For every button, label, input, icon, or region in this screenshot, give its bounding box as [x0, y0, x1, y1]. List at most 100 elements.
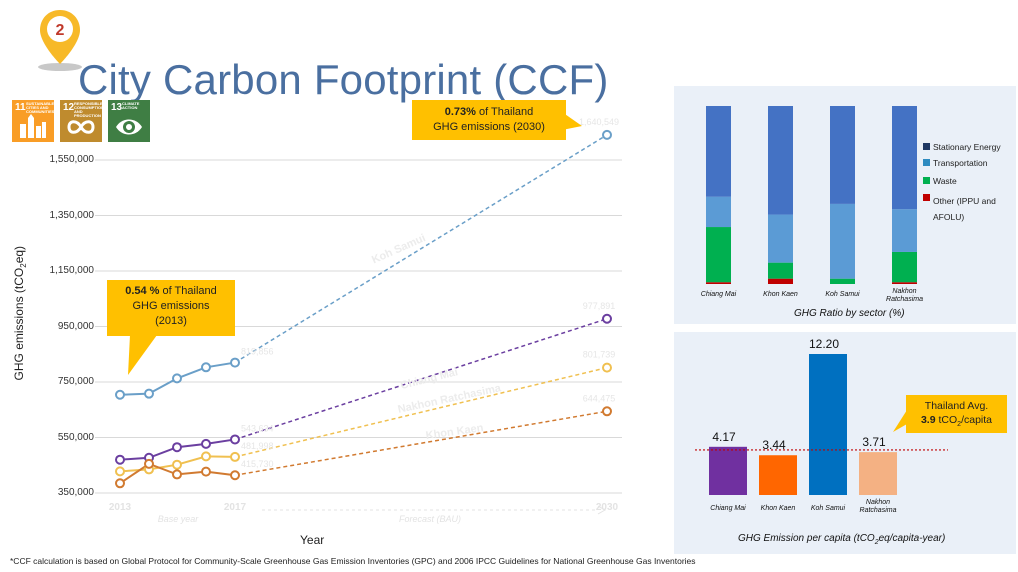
sdg-13-badge: 13 CLIMATE ACTION	[108, 100, 150, 142]
series-mid-label: 819,856	[241, 347, 274, 357]
forecast-label: Forecast (BAU)	[399, 514, 461, 524]
y-tick-label: 1,550,000	[49, 154, 95, 165]
infinity-icon	[67, 120, 95, 134]
stack-segment	[892, 282, 917, 284]
series-end-label: 1,640,549	[579, 117, 619, 127]
y-tick-label: 750,000	[57, 376, 94, 387]
stack-segment	[768, 106, 793, 215]
data-point	[230, 434, 240, 445]
data-point	[602, 129, 612, 140]
data-point	[115, 466, 125, 477]
callout-2013-pointer	[128, 335, 157, 375]
x-tick-label: 2017	[224, 502, 247, 513]
stack-segment	[830, 203, 855, 279]
data-point	[602, 362, 612, 373]
footnote: *CCF calculation is based on Global Prot…	[10, 556, 696, 566]
capita-value-label: 4.17	[712, 430, 736, 444]
stack-segment	[830, 278, 855, 284]
capita-bar	[809, 354, 847, 495]
data-point	[201, 466, 211, 477]
data-point	[172, 469, 182, 480]
stack-segment	[768, 262, 793, 279]
per-capita-caption: GHG Emission per capita (tCO2eq/capita-y…	[738, 533, 946, 546]
sdg-label: SUSTAINABLE CITIES AND COMMUNITIES	[26, 101, 55, 114]
legend-item: Transportation	[923, 158, 988, 168]
location-pin-icon: 2	[38, 10, 82, 71]
base-year-label: Base year	[158, 514, 200, 524]
legend-swatch	[923, 177, 930, 184]
thailand-avg-callout: Thailand Avg. 3.9 tCO2/capita	[906, 395, 1007, 433]
legend-label: Transportation	[933, 158, 988, 168]
y-tick-label: 550,000	[57, 431, 94, 443]
stack-segment	[892, 251, 917, 283]
x-tick-label: 2030	[596, 502, 619, 513]
legend-item: Stationary Energy	[923, 142, 1001, 152]
capita-value-label: 12.20	[809, 337, 839, 351]
city-icon	[20, 114, 46, 138]
y-tick-label: 950,000	[57, 320, 94, 332]
capita-category-label: Koh Samui	[810, 505, 846, 512]
data-point	[230, 451, 240, 462]
capita-bar	[709, 446, 747, 495]
stack-segment	[706, 282, 731, 284]
data-point	[115, 389, 125, 400]
sdg-12-badge: 12 RESPONSIBLE CONSUMPTION AND PRODUCTIO…	[60, 100, 104, 142]
series-end-label: 977,891	[583, 301, 616, 311]
forecast-line	[234, 366, 608, 458]
capita-category-label: Nakhon Ratchasima	[859, 499, 897, 514]
stack-segment	[892, 209, 917, 252]
ghg-ratio-caption: GHG Ratio by sector (%)	[794, 308, 905, 319]
capita-value-label: 3.71	[862, 435, 886, 449]
ratio-category-label: Nakhon Ratchasima	[886, 288, 923, 303]
y-tick-label: 1,350,000	[49, 209, 95, 221]
sdg-number: 12	[63, 102, 75, 113]
stack-segment	[830, 106, 855, 204]
callout-2030: 0.73% of Thailand GHG emissions (2030)	[412, 100, 566, 140]
capita-category-label: Chiang Mai	[710, 505, 746, 512]
capita-bar	[759, 455, 797, 495]
ratio-category-label: Koh Samui	[825, 291, 860, 298]
x-axis-label: Year	[300, 533, 325, 547]
series-mid-label: 543,634	[241, 423, 274, 433]
page-title: City Carbon Footprint (CCF)	[78, 56, 609, 103]
legend-item: Waste	[923, 176, 957, 186]
legend-label: Stationary Energy	[933, 142, 1001, 152]
data-point	[172, 373, 182, 384]
forecast-line	[234, 134, 608, 364]
stack-segment	[768, 278, 793, 284]
data-point	[115, 478, 125, 489]
series-end-label: 801,739	[583, 350, 616, 360]
data-point	[602, 313, 612, 324]
series-mid-label: 415,730	[241, 459, 274, 469]
legend-item: Other (IPPU and AFOLU)	[923, 193, 1013, 225]
data-point	[201, 438, 211, 449]
capita-bar	[859, 452, 897, 495]
capita-value-label: 3.44	[762, 438, 786, 452]
legend-swatch	[923, 143, 930, 150]
data-point	[201, 451, 211, 462]
stack-segment	[706, 106, 731, 197]
forecast-line	[234, 318, 608, 441]
ratio-category-label: Khon Kaen	[763, 291, 798, 298]
sdg-label: CLIMATE ACTION	[122, 101, 140, 110]
data-point	[115, 454, 125, 465]
callout-2030-pointer	[562, 112, 582, 130]
sdg-label: RESPONSIBLE CONSUMPTION AND PRODUCTION	[74, 101, 104, 118]
sdg-number: 13	[111, 102, 123, 113]
data-point	[230, 357, 240, 368]
legend-swatch	[923, 159, 930, 166]
capita-category-label: Khon Kaen	[760, 505, 796, 512]
stack-segment	[768, 214, 793, 263]
y-tick-label: 1,150,000	[49, 265, 95, 276]
data-point	[230, 470, 240, 481]
series-end-label: 644,475	[583, 393, 616, 403]
callout-2013: 0.54 % of Thailand GHG emissions (2013)	[107, 280, 235, 336]
data-point	[172, 442, 182, 453]
ratio-category-label: Chiang Mai	[700, 291, 737, 298]
data-point	[201, 362, 211, 373]
legend-label: Other (IPPU and AFOLU)	[933, 196, 996, 222]
sdg-11-badge: 11 SUSTAINABLE CITIES AND COMMUNITIES	[12, 100, 54, 142]
